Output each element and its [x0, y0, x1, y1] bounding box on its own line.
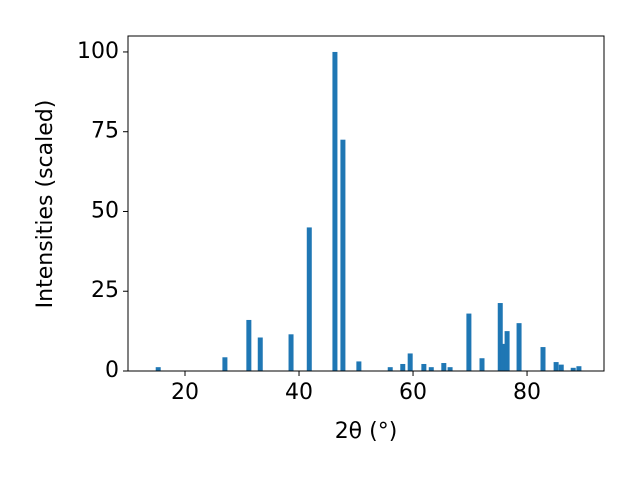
- bar: [400, 363, 406, 371]
- bar: [479, 358, 485, 371]
- bar: [340, 139, 346, 371]
- bar: [356, 361, 362, 371]
- bar: [428, 367, 434, 371]
- bar: [387, 367, 393, 371]
- x-tick-label: 20: [171, 380, 199, 405]
- bar: [306, 227, 312, 371]
- bar: [407, 353, 413, 371]
- bar: [441, 363, 447, 371]
- bar: [553, 362, 559, 371]
- bar: [246, 319, 252, 371]
- y-tick-label: 100: [77, 39, 119, 64]
- bar: [222, 357, 228, 371]
- bar: [558, 364, 564, 371]
- bar: [332, 51, 338, 371]
- plot-frame: [127, 35, 605, 372]
- bar: [155, 367, 161, 371]
- bar: [504, 331, 510, 371]
- y-tick-label: 0: [105, 358, 119, 383]
- x-tick-label: 80: [513, 380, 541, 405]
- x-tick-label: 60: [399, 380, 427, 405]
- bar: [576, 366, 582, 371]
- bar: [466, 313, 472, 371]
- bar: [421, 363, 427, 371]
- y-axis-label: Intensities (scaled): [33, 100, 58, 309]
- x-tick-label: 40: [285, 380, 313, 405]
- bar: [516, 323, 522, 371]
- bar: [447, 367, 453, 371]
- y-tick-label: 75: [91, 119, 119, 144]
- bar: [570, 367, 576, 371]
- bar: [497, 303, 503, 371]
- y-tick-label: 25: [91, 278, 119, 303]
- bar: [257, 337, 263, 371]
- y-tick-label: 50: [91, 198, 119, 223]
- bar: [288, 334, 294, 371]
- bar: [540, 347, 546, 371]
- x-axis-label: 2θ (°): [335, 419, 398, 444]
- bar: [500, 343, 506, 371]
